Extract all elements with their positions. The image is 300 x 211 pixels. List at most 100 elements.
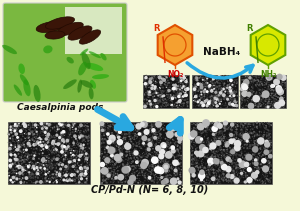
Circle shape xyxy=(117,170,119,172)
Circle shape xyxy=(225,151,227,153)
Circle shape xyxy=(163,179,164,180)
Circle shape xyxy=(206,170,207,171)
Circle shape xyxy=(146,147,147,148)
Circle shape xyxy=(179,148,181,149)
Circle shape xyxy=(253,131,255,133)
Circle shape xyxy=(132,161,134,162)
Circle shape xyxy=(50,163,51,165)
Circle shape xyxy=(257,154,258,156)
Circle shape xyxy=(248,103,254,109)
Circle shape xyxy=(192,138,194,140)
Circle shape xyxy=(144,168,145,169)
Circle shape xyxy=(206,140,207,142)
Circle shape xyxy=(201,170,203,172)
Circle shape xyxy=(264,124,265,125)
Circle shape xyxy=(172,96,173,97)
Circle shape xyxy=(234,146,236,147)
Circle shape xyxy=(11,145,13,146)
Circle shape xyxy=(157,174,158,175)
Circle shape xyxy=(11,156,12,157)
Circle shape xyxy=(59,144,61,145)
Circle shape xyxy=(241,91,242,92)
Circle shape xyxy=(223,173,224,174)
Circle shape xyxy=(230,154,231,155)
Circle shape xyxy=(108,171,109,172)
Circle shape xyxy=(247,137,248,139)
Circle shape xyxy=(53,124,55,126)
Circle shape xyxy=(56,163,58,165)
Circle shape xyxy=(205,91,206,93)
Circle shape xyxy=(266,90,267,91)
Circle shape xyxy=(67,158,68,160)
Circle shape xyxy=(16,170,17,171)
Circle shape xyxy=(217,180,218,181)
Circle shape xyxy=(224,163,225,164)
Circle shape xyxy=(256,156,258,158)
Circle shape xyxy=(222,124,224,126)
Circle shape xyxy=(165,175,167,177)
Circle shape xyxy=(174,169,175,170)
Circle shape xyxy=(9,129,11,130)
Circle shape xyxy=(254,158,257,162)
Circle shape xyxy=(169,174,171,176)
Circle shape xyxy=(262,89,264,91)
Circle shape xyxy=(149,129,150,131)
Circle shape xyxy=(180,98,182,100)
Circle shape xyxy=(277,101,278,102)
Circle shape xyxy=(236,82,238,84)
Circle shape xyxy=(143,165,144,166)
Circle shape xyxy=(200,179,202,180)
Circle shape xyxy=(176,131,177,132)
Circle shape xyxy=(60,162,61,163)
Circle shape xyxy=(210,130,212,132)
Circle shape xyxy=(207,139,209,141)
Circle shape xyxy=(210,127,212,129)
Circle shape xyxy=(130,134,131,135)
Circle shape xyxy=(224,130,226,131)
Circle shape xyxy=(25,128,26,129)
Circle shape xyxy=(21,158,22,159)
Circle shape xyxy=(128,134,130,136)
Circle shape xyxy=(109,172,110,174)
Circle shape xyxy=(164,87,165,88)
Circle shape xyxy=(9,123,11,125)
Circle shape xyxy=(207,84,208,85)
Circle shape xyxy=(152,103,154,105)
Circle shape xyxy=(245,104,247,106)
Circle shape xyxy=(139,153,140,154)
Circle shape xyxy=(180,176,182,178)
Circle shape xyxy=(258,80,260,82)
Circle shape xyxy=(244,141,245,142)
Circle shape xyxy=(10,143,12,145)
Circle shape xyxy=(204,84,205,85)
Circle shape xyxy=(48,139,50,140)
Circle shape xyxy=(238,147,240,149)
Circle shape xyxy=(252,95,260,103)
Circle shape xyxy=(261,139,262,140)
Circle shape xyxy=(101,138,103,140)
Circle shape xyxy=(226,129,227,130)
Circle shape xyxy=(217,77,218,78)
Circle shape xyxy=(17,144,19,145)
Circle shape xyxy=(26,149,28,151)
Circle shape xyxy=(124,145,126,147)
Circle shape xyxy=(284,102,285,103)
Circle shape xyxy=(214,174,215,176)
Circle shape xyxy=(260,145,261,146)
Circle shape xyxy=(21,156,22,157)
Circle shape xyxy=(217,137,218,138)
Circle shape xyxy=(197,77,198,78)
Circle shape xyxy=(106,140,107,141)
Circle shape xyxy=(230,95,231,96)
Circle shape xyxy=(243,160,244,161)
Circle shape xyxy=(174,97,175,98)
Circle shape xyxy=(51,180,52,181)
Circle shape xyxy=(80,178,81,179)
Circle shape xyxy=(56,138,57,140)
Circle shape xyxy=(249,165,250,167)
Circle shape xyxy=(214,76,216,78)
Circle shape xyxy=(157,180,158,181)
Circle shape xyxy=(220,76,222,77)
Circle shape xyxy=(163,79,164,80)
Circle shape xyxy=(217,123,218,124)
